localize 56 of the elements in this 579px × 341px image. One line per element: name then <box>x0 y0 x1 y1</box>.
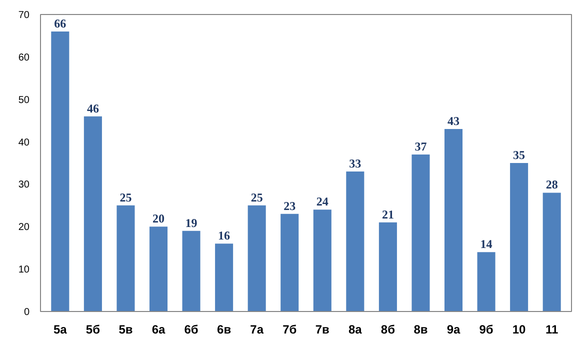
data-label: 46 <box>86 101 99 116</box>
x-tick-label: 5б <box>86 322 100 336</box>
bar <box>149 226 168 312</box>
data-label: 43 <box>448 114 460 128</box>
y-tick-label: 50 <box>18 94 30 106</box>
x-tick-label: 5а <box>53 322 68 336</box>
bar <box>510 163 528 312</box>
x-tick-label: 6а <box>152 322 166 336</box>
y-tick-label: 0 <box>24 307 30 318</box>
data-label: 66 <box>54 16 66 30</box>
data-label: 21 <box>382 207 394 222</box>
data-label: 25 <box>250 190 263 204</box>
bar <box>346 171 364 312</box>
data-label: 20 <box>152 212 164 226</box>
bar <box>51 31 70 312</box>
bar <box>378 222 397 312</box>
x-tick-label: 7а <box>250 322 264 336</box>
data-label: 14 <box>480 237 492 252</box>
bar <box>444 129 463 312</box>
bar <box>477 252 496 312</box>
x-tick-label: 8а <box>348 322 362 336</box>
x-tick-label: 8в <box>414 322 428 336</box>
y-tick-label: 70 <box>18 10 30 21</box>
bar <box>248 205 266 312</box>
data-label: 25 <box>120 190 132 204</box>
y-tick-label: 10 <box>18 264 30 276</box>
data-label: 33 <box>349 156 362 170</box>
x-tick-label: 6б <box>184 322 198 336</box>
data-label: 16 <box>218 228 230 243</box>
x-tick-label: 5в <box>118 322 133 336</box>
data-label: 19 <box>185 216 198 230</box>
x-tick-label: 6в <box>217 322 232 336</box>
y-tick-label: 40 <box>18 137 30 148</box>
bar <box>313 210 332 312</box>
bar <box>84 116 102 312</box>
y-tick-label: 20 <box>18 222 30 234</box>
bar <box>116 205 135 312</box>
data-label: 37 <box>414 140 427 154</box>
x-tick-label: 8б <box>380 322 395 336</box>
x-tick-label: 9а <box>446 322 460 336</box>
x-tick-label: 7б <box>282 322 297 336</box>
bar <box>542 192 561 312</box>
bar <box>215 244 234 312</box>
data-label: 35 <box>513 148 526 162</box>
bar <box>280 214 299 312</box>
data-label: 24 <box>316 194 328 209</box>
y-tick-label: 60 <box>18 52 30 64</box>
x-tick-label: 7в <box>315 322 330 336</box>
bar <box>182 230 200 312</box>
y-tick-label: 30 <box>18 180 30 191</box>
bar <box>412 154 430 312</box>
x-tick-label: 11 <box>545 322 558 336</box>
x-tick-label: 10 <box>512 322 526 336</box>
data-label: 28 <box>546 178 558 192</box>
x-tick-label: 9б <box>479 322 494 336</box>
data-label: 23 <box>284 198 296 213</box>
